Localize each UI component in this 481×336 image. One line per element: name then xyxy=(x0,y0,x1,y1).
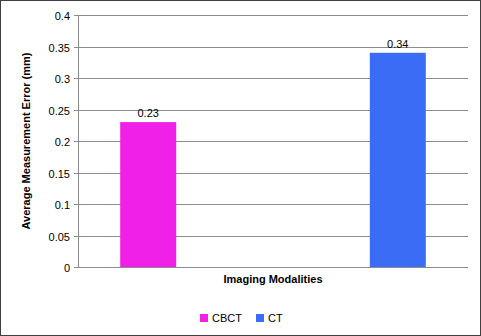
tick-mark xyxy=(74,110,78,111)
chart: 0 0.05 0.1 0.15 0.2 0.25 0.3 0.35 0.4 0.23 0.34 Ima… xyxy=(0,0,481,336)
tick-mark xyxy=(74,236,78,237)
tick-label: 0.2 xyxy=(55,136,70,148)
tick-label: 0.3 xyxy=(55,73,70,85)
tick-label: 0.4 xyxy=(55,10,70,22)
frame xyxy=(1,1,481,336)
y-axis xyxy=(78,15,79,267)
x-axis xyxy=(78,267,468,268)
bar xyxy=(370,53,426,267)
tick-label: 0.25 xyxy=(49,105,70,117)
tick-mark xyxy=(74,173,78,174)
tick-mark xyxy=(74,15,78,16)
legend: CBCT CT xyxy=(200,312,283,324)
tick-mark xyxy=(74,78,78,79)
page: {"chart_data": {"type": "bar", "x_label"… xyxy=(0,0,481,336)
tick-mark xyxy=(74,204,78,205)
bar xyxy=(120,122,176,267)
tick-mark xyxy=(74,47,78,48)
legend-label: CT xyxy=(268,312,283,324)
legend-swatch xyxy=(200,314,208,322)
tick-label: 0.1 xyxy=(55,199,70,211)
grid-line xyxy=(78,47,468,48)
legend-label: CBCT xyxy=(212,312,242,324)
tick-label: 0 xyxy=(64,262,70,274)
tick-label: 0.35 xyxy=(49,42,70,54)
tick-mark xyxy=(74,141,78,142)
tick-label: 0.15 xyxy=(49,168,70,180)
data-label: 0.23 xyxy=(137,107,158,119)
tick-mark xyxy=(74,267,78,268)
grid-line xyxy=(78,267,468,268)
data-label: 0.34 xyxy=(387,38,408,50)
tick-label: 0.05 xyxy=(49,231,70,243)
y-axis-title: Average Measurement Error (mm) xyxy=(20,52,32,229)
bars xyxy=(120,53,426,267)
grid-line xyxy=(78,15,468,16)
x-axis-title: Imaging Modalities xyxy=(223,273,322,285)
legend-swatch xyxy=(256,314,264,322)
